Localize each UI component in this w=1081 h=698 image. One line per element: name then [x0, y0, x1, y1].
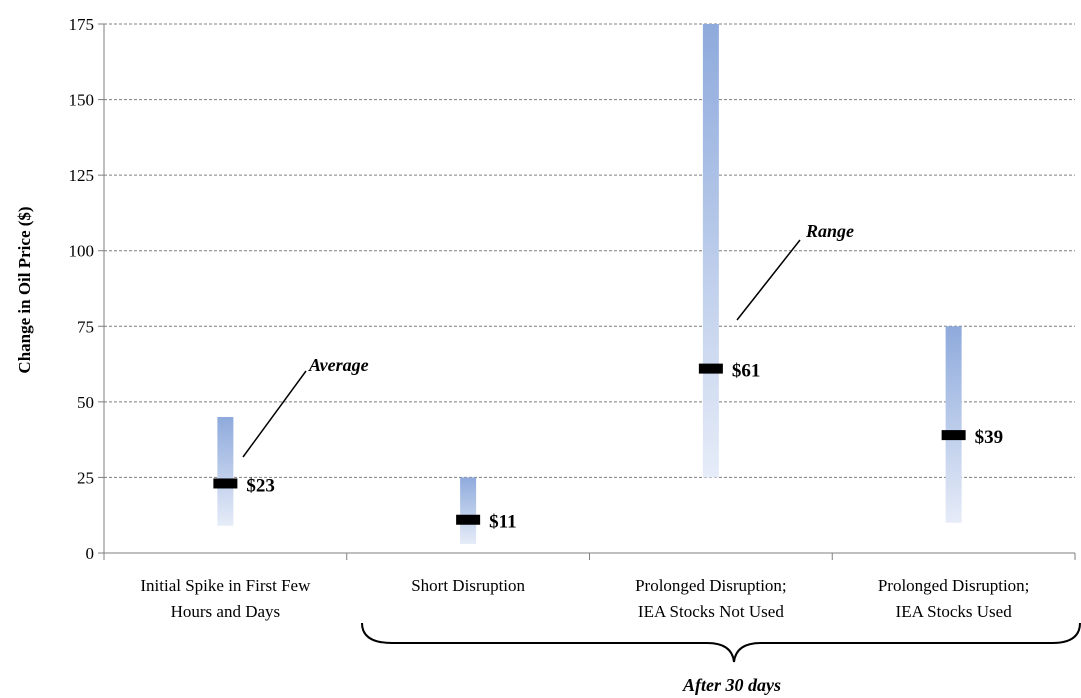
range-annotation: Range — [805, 221, 854, 241]
category-label: Prolonged Disruption; — [878, 576, 1030, 595]
average-data-label: $39 — [975, 427, 1004, 448]
average-markers — [213, 363, 966, 525]
y-tick-label: 125 — [69, 166, 95, 185]
category-label: Hours and Days — [171, 602, 281, 621]
range-bar — [945, 326, 962, 523]
average-marker — [698, 363, 723, 374]
range-bars — [217, 24, 962, 544]
y-tick-label: 100 — [69, 242, 95, 261]
gridlines — [104, 23, 1075, 478]
y-tick-label: 175 — [69, 15, 95, 34]
average-marker — [213, 478, 238, 489]
range-bar — [217, 416, 234, 526]
y-axis-label: Change in Oil Price ($) — [15, 206, 34, 373]
average-data-label: $11 — [489, 512, 516, 533]
axes — [103, 24, 1075, 554]
range-bar — [702, 24, 719, 478]
category-label: Prolonged Disruption; — [635, 576, 787, 595]
average-annotation: Average — [308, 355, 369, 375]
average-data-label: $23 — [246, 475, 275, 496]
category-labels: Initial Spike in First Few Hours and Days… — [140, 576, 1029, 621]
range-callout-line — [736, 239, 801, 321]
data-labels: $23 $11 $61 $39 — [246, 361, 1003, 533]
after-30-days-label: After 30 days — [682, 675, 781, 695]
y-tick-label: 50 — [77, 393, 94, 412]
after-30-days-brace — [361, 622, 1081, 663]
y-tick-label: 25 — [77, 468, 94, 487]
range-bar — [460, 477, 477, 544]
y-tick-label: 150 — [69, 91, 95, 110]
y-tick-label: 75 — [77, 317, 94, 336]
average-callout-line — [242, 370, 307, 458]
x-tick-marks — [103, 553, 1076, 560]
y-tick-label: 0 — [86, 544, 95, 563]
category-label: IEA Stocks Used — [896, 602, 1013, 621]
category-label: Short Disruption — [411, 576, 525, 595]
average-data-label: $61 — [732, 361, 761, 382]
y-tick-labels: 0 25 50 75 100 125 150 175 — [69, 15, 104, 563]
average-marker — [941, 430, 966, 441]
average-marker — [456, 514, 481, 525]
category-label: IEA Stocks Not Used — [638, 602, 784, 621]
category-label: Initial Spike in First Few — [140, 576, 311, 595]
